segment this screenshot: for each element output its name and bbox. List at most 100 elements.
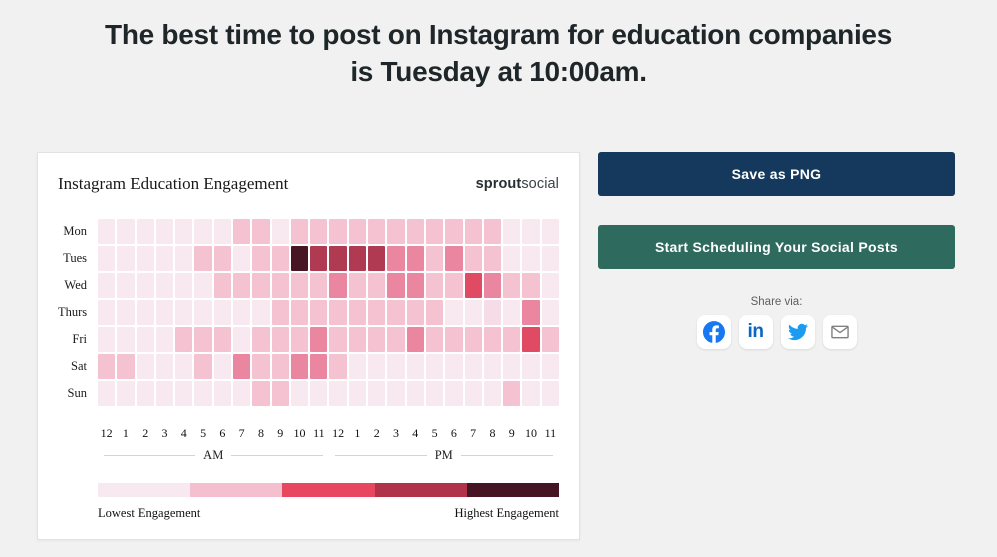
heatmap-cell[interactable] (464, 300, 482, 325)
heatmap-cell[interactable] (117, 273, 135, 298)
heatmap-cell[interactable] (290, 300, 309, 325)
heatmap-cell[interactable] (368, 354, 386, 379)
heatmap-cell[interactable] (425, 219, 444, 244)
heatmap-cell[interactable] (425, 354, 444, 379)
heatmap-cell[interactable] (425, 327, 444, 352)
heatmap-cell[interactable] (290, 219, 309, 244)
heatmap-cell[interactable] (117, 219, 135, 244)
heatmap-cell[interactable] (117, 327, 135, 352)
heatmap-cell[interactable] (155, 381, 174, 406)
heatmap-cell[interactable] (310, 300, 328, 325)
heatmap-cell[interactable] (445, 219, 463, 244)
heatmap-cell[interactable] (368, 273, 386, 298)
heatmap-cell[interactable] (483, 219, 502, 244)
heatmap-cell[interactable] (541, 273, 559, 298)
heatmap-cell[interactable] (483, 246, 502, 271)
heatmap-cell[interactable] (483, 327, 502, 352)
heatmap-cell[interactable] (406, 354, 424, 379)
heatmap-cell[interactable] (464, 354, 482, 379)
heatmap-cell[interactable] (445, 354, 463, 379)
heatmap-cell[interactable] (310, 273, 328, 298)
heatmap-cell[interactable] (503, 381, 521, 406)
heatmap-cell[interactable] (98, 327, 116, 352)
start-scheduling-button[interactable]: Start Scheduling Your Social Posts (598, 225, 955, 269)
heatmap-cell[interactable] (541, 300, 559, 325)
heatmap-cell[interactable] (464, 381, 482, 406)
heatmap-cell[interactable] (464, 273, 482, 298)
share-facebook-button[interactable] (696, 315, 731, 349)
heatmap-cell[interactable] (445, 246, 463, 271)
heatmap-cell[interactable] (368, 246, 386, 271)
heatmap-cell[interactable] (290, 381, 309, 406)
heatmap-cell[interactable] (98, 354, 116, 379)
heatmap-cell[interactable] (348, 219, 367, 244)
heatmap-cell[interactable] (541, 381, 559, 406)
heatmap-cell[interactable] (310, 219, 328, 244)
heatmap-cell[interactable] (329, 327, 347, 352)
heatmap-cell[interactable] (98, 381, 116, 406)
heatmap-cell[interactable] (329, 246, 347, 271)
heatmap-cell[interactable] (387, 246, 405, 271)
heatmap-cell[interactable] (329, 300, 347, 325)
heatmap-cell[interactable] (522, 327, 540, 352)
heatmap-cell[interactable] (175, 354, 193, 379)
heatmap-cell[interactable] (271, 246, 289, 271)
heatmap-cell[interactable] (155, 246, 174, 271)
heatmap-cell[interactable] (117, 300, 135, 325)
heatmap-cell[interactable] (503, 327, 521, 352)
heatmap-cell[interactable] (368, 219, 386, 244)
heatmap-cell[interactable] (329, 273, 347, 298)
heatmap-cell[interactable] (194, 327, 212, 352)
heatmap-cell[interactable] (213, 300, 232, 325)
heatmap-cell[interactable] (233, 273, 251, 298)
heatmap-cell[interactable] (368, 381, 386, 406)
heatmap-cell[interactable] (233, 246, 251, 271)
heatmap-cell[interactable] (213, 381, 232, 406)
heatmap-cell[interactable] (348, 354, 367, 379)
share-twitter-button[interactable] (780, 315, 815, 349)
heatmap-cell[interactable] (503, 273, 521, 298)
heatmap-cell[interactable] (387, 354, 405, 379)
heatmap-cell[interactable] (348, 327, 367, 352)
heatmap-cell[interactable] (541, 327, 559, 352)
heatmap-cell[interactable] (194, 300, 212, 325)
heatmap-cell[interactable] (522, 381, 540, 406)
heatmap-cell[interactable] (387, 327, 405, 352)
heatmap-cell[interactable] (271, 354, 289, 379)
heatmap-cell[interactable] (310, 354, 328, 379)
heatmap-cell[interactable] (406, 246, 424, 271)
heatmap-cell[interactable] (194, 219, 212, 244)
heatmap-cell[interactable] (117, 354, 135, 379)
heatmap-cell[interactable] (541, 354, 559, 379)
heatmap-cell[interactable] (136, 246, 154, 271)
heatmap-cell[interactable] (175, 300, 193, 325)
heatmap-cell[interactable] (445, 381, 463, 406)
share-linkedin-button[interactable]: in (738, 315, 773, 349)
heatmap-cell[interactable] (541, 219, 559, 244)
heatmap-cell[interactable] (387, 381, 405, 406)
heatmap-cell[interactable] (175, 327, 193, 352)
heatmap-cell[interactable] (464, 219, 482, 244)
heatmap-cell[interactable] (175, 381, 193, 406)
heatmap-cell[interactable] (194, 273, 212, 298)
heatmap-cell[interactable] (425, 381, 444, 406)
heatmap-cell[interactable] (406, 300, 424, 325)
heatmap-cell[interactable] (213, 246, 232, 271)
heatmap-cell[interactable] (483, 354, 502, 379)
heatmap-cell[interactable] (233, 219, 251, 244)
heatmap-cell[interactable] (155, 300, 174, 325)
heatmap-cell[interactable] (155, 273, 174, 298)
heatmap-cell[interactable] (348, 300, 367, 325)
heatmap-cell[interactable] (155, 327, 174, 352)
heatmap-cell[interactable] (503, 246, 521, 271)
heatmap-cell[interactable] (136, 327, 154, 352)
heatmap-cell[interactable] (213, 327, 232, 352)
heatmap-cell[interactable] (213, 219, 232, 244)
heatmap-cell[interactable] (271, 327, 289, 352)
heatmap-cell[interactable] (175, 219, 193, 244)
heatmap-cell[interactable] (98, 219, 116, 244)
heatmap-cell[interactable] (290, 354, 309, 379)
heatmap-cell[interactable] (310, 246, 328, 271)
heatmap-cell[interactable] (406, 219, 424, 244)
heatmap-cell[interactable] (348, 273, 367, 298)
